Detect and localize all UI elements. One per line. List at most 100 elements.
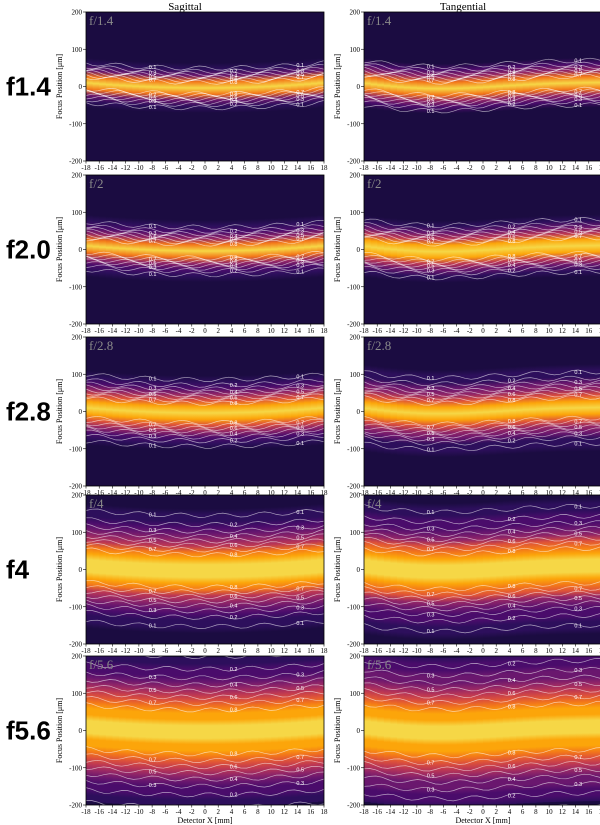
- heatmap-slice: [244, 656, 252, 805]
- contour-line: [364, 382, 600, 394]
- y-tick-label: 100: [350, 209, 361, 217]
- x-tick-label: 6: [521, 164, 525, 172]
- contour-label: 0.6: [230, 764, 238, 770]
- heatmap-slice: [92, 495, 100, 642]
- contour-label: 0.1: [149, 105, 157, 111]
- contour-label: 0.5: [296, 596, 304, 602]
- contour-line: [364, 513, 600, 525]
- x-tick-label: 4: [508, 808, 512, 816]
- contour-line: [364, 269, 600, 281]
- contour-line: [364, 235, 600, 247]
- heatmap-slice: [105, 337, 114, 485]
- x-tick-label: -4: [176, 164, 182, 172]
- contour-line: [364, 68, 600, 79]
- heatmap-slice: [403, 13, 411, 161]
- contour-label: 0.2: [230, 522, 238, 528]
- y-tick-label: 0: [357, 408, 361, 416]
- heatmap-slice: [218, 338, 226, 486]
- x-tick-label: -10: [134, 327, 144, 335]
- contour-line: [86, 420, 324, 431]
- heatmap-slice: [443, 658, 451, 805]
- heatmap-slice: [443, 14, 451, 161]
- contour-label: 0.7: [574, 419, 582, 425]
- x-tick-label: -16: [373, 327, 383, 335]
- contour-label: 0.4: [508, 678, 516, 684]
- heatmap-slice: [178, 657, 186, 805]
- heatmap-slice: [211, 657, 219, 805]
- contour-line: [364, 69, 600, 81]
- contour-label: 0.6: [508, 425, 516, 431]
- contour-label: 0.8: [508, 549, 516, 555]
- heatmap-slice: [112, 175, 120, 323]
- contour-label: 0.3: [427, 437, 435, 443]
- heatmap-slice: [483, 656, 491, 805]
- heatmap-slice: [257, 12, 266, 161]
- x-tick-label: -18: [359, 647, 369, 655]
- x-tick-label: 8: [256, 164, 260, 172]
- x-tick-label: 2: [494, 327, 498, 335]
- heatmap-slice: [277, 12, 285, 161]
- contour-line: [86, 72, 324, 83]
- contour-label: 0.5: [427, 264, 435, 270]
- x-tick-label: 6: [243, 647, 247, 655]
- heatmap-slice: [410, 13, 418, 161]
- contour-label: 0.1: [149, 377, 157, 383]
- y-tick-label: -100: [347, 764, 360, 772]
- x-tick-label: -4: [176, 647, 182, 655]
- heatmap-slice: [224, 338, 233, 486]
- x-tick-label: 14: [572, 808, 580, 816]
- heatmap-slice: [456, 657, 464, 805]
- contour-label: 0.5: [574, 230, 582, 236]
- heatmap-slice: [582, 656, 590, 802]
- y-tick-label: -200: [347, 641, 360, 649]
- contour-line: [364, 379, 600, 391]
- heatmap-slice: [205, 657, 213, 805]
- contour-label: 0.5: [296, 536, 304, 542]
- y-tick-label: 100: [72, 371, 83, 379]
- heatmap-slice: [264, 12, 272, 161]
- heatmap-slice: [443, 177, 451, 324]
- contour-line: [86, 528, 324, 539]
- x-tick-label: -16: [373, 164, 383, 172]
- y-tick-label: 0: [357, 566, 361, 574]
- heatmap-slice: [251, 495, 259, 644]
- heatmap-slice: [416, 338, 425, 486]
- heatmap-slice: [568, 656, 577, 802]
- heatmap-slice: [509, 12, 517, 160]
- contour-label: 0.1: [296, 63, 304, 69]
- heatmap-slice: [476, 337, 484, 486]
- heatmap-slice: [257, 175, 266, 324]
- contour-label: 0.2: [508, 268, 516, 274]
- heatmap-slice: [562, 495, 570, 641]
- heatmap-slice: [489, 495, 497, 644]
- contour-line: [364, 657, 600, 669]
- contour-label: 0.8: [508, 239, 516, 245]
- contour-line: [364, 96, 600, 107]
- heatmap-slice: [92, 12, 100, 159]
- x-tick-label: -8: [427, 327, 433, 335]
- x-tick-label: 2: [216, 647, 220, 655]
- contour-label: 0.4: [230, 73, 238, 79]
- heatmap-slice: [297, 12, 305, 160]
- contour-label: 0.8: [230, 80, 238, 86]
- x-tick-label: -10: [412, 489, 422, 497]
- heatmap-slice: [158, 656, 166, 805]
- heatmap-slice: [231, 657, 239, 805]
- heatmap-slice: [271, 12, 279, 161]
- x-tick-label: -12: [121, 327, 131, 335]
- contour-label: 0.1: [427, 109, 435, 115]
- contour-label: 0.7: [296, 698, 304, 704]
- contour-line: [86, 610, 324, 620]
- contour-label: 0.3: [427, 268, 435, 274]
- contour-label: 0.4: [508, 529, 516, 535]
- heatmap-slice: [449, 657, 458, 805]
- x-tick-label: -4: [176, 489, 182, 497]
- contour-line: [86, 64, 324, 74]
- heatmap-slice: [191, 496, 199, 644]
- contour-label: 0.7: [296, 255, 304, 261]
- x-tick-label: 10: [268, 647, 276, 655]
- contour-line: [86, 97, 324, 107]
- contour-line: [364, 388, 600, 400]
- heatmap-slice: [549, 175, 557, 322]
- heatmap-slice: [529, 12, 537, 159]
